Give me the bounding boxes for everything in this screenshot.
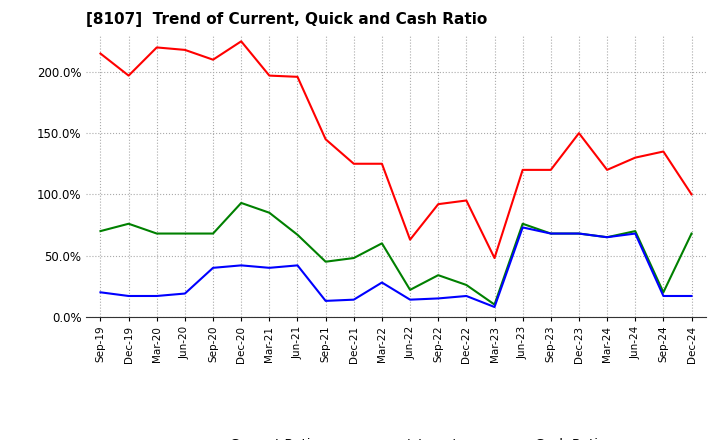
Current Ratio (687, 192, 696, 197)
Quick Ratio (96, 228, 105, 234)
Line: Current Ratio: Current Ratio (101, 41, 691, 258)
Cash Ratio (603, 235, 611, 240)
Cash Ratio (349, 297, 358, 302)
Quick Ratio (237, 200, 246, 205)
Quick Ratio (631, 228, 639, 234)
Current Ratio (153, 45, 161, 50)
Quick Ratio (293, 232, 302, 238)
Current Ratio (659, 149, 667, 154)
Cash Ratio (237, 263, 246, 268)
Current Ratio (181, 47, 189, 52)
Current Ratio (406, 237, 415, 242)
Current Ratio (349, 161, 358, 166)
Cash Ratio (546, 231, 555, 236)
Current Ratio (434, 202, 443, 207)
Current Ratio (209, 57, 217, 62)
Cash Ratio (462, 293, 471, 299)
Cash Ratio (687, 293, 696, 299)
Quick Ratio (406, 287, 415, 293)
Current Ratio (575, 131, 583, 136)
Cash Ratio (321, 298, 330, 304)
Quick Ratio (153, 231, 161, 236)
Cash Ratio (406, 297, 415, 302)
Quick Ratio (546, 231, 555, 236)
Current Ratio (546, 167, 555, 172)
Cash Ratio (377, 280, 386, 285)
Quick Ratio (321, 259, 330, 264)
Line: Cash Ratio: Cash Ratio (101, 227, 691, 307)
Current Ratio (96, 51, 105, 56)
Quick Ratio (659, 290, 667, 295)
Cash Ratio (181, 291, 189, 296)
Quick Ratio (377, 241, 386, 246)
Current Ratio (237, 39, 246, 44)
Cash Ratio (575, 231, 583, 236)
Line: Quick Ratio: Quick Ratio (101, 203, 691, 304)
Cash Ratio (631, 231, 639, 236)
Quick Ratio (434, 272, 443, 278)
Current Ratio (265, 73, 274, 78)
Current Ratio (631, 155, 639, 160)
Quick Ratio (349, 255, 358, 260)
Current Ratio (125, 73, 133, 78)
Quick Ratio (462, 282, 471, 288)
Cash Ratio (518, 225, 527, 230)
Quick Ratio (518, 221, 527, 227)
Quick Ratio (125, 221, 133, 227)
Cash Ratio (490, 304, 499, 310)
Cash Ratio (434, 296, 443, 301)
Text: [8107]  Trend of Current, Quick and Cash Ratio: [8107] Trend of Current, Quick and Cash … (86, 12, 487, 27)
Current Ratio (490, 255, 499, 260)
Quick Ratio (687, 231, 696, 236)
Cash Ratio (265, 265, 274, 271)
Cash Ratio (209, 265, 217, 271)
Current Ratio (603, 167, 611, 172)
Quick Ratio (209, 231, 217, 236)
Cash Ratio (125, 293, 133, 299)
Cash Ratio (96, 290, 105, 295)
Cash Ratio (153, 293, 161, 299)
Quick Ratio (265, 210, 274, 215)
Quick Ratio (490, 302, 499, 307)
Quick Ratio (603, 235, 611, 240)
Cash Ratio (293, 263, 302, 268)
Current Ratio (321, 137, 330, 142)
Current Ratio (293, 74, 302, 80)
Current Ratio (518, 167, 527, 172)
Current Ratio (462, 198, 471, 203)
Legend: Current Ratio, Quick Ratio, Cash Ratio: Current Ratio, Quick Ratio, Cash Ratio (181, 433, 611, 440)
Quick Ratio (181, 231, 189, 236)
Current Ratio (377, 161, 386, 166)
Cash Ratio (659, 293, 667, 299)
Quick Ratio (575, 231, 583, 236)
